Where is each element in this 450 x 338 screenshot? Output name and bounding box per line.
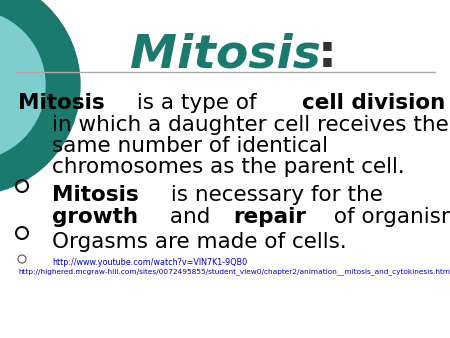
Text: of organisms.: of organisms.: [327, 207, 450, 227]
Text: is necessary for the: is necessary for the: [164, 185, 383, 205]
Circle shape: [0, 10, 45, 160]
Text: Mitosis: Mitosis: [18, 93, 105, 113]
Circle shape: [0, 0, 80, 195]
Text: Orgasms are made of cells.: Orgasms are made of cells.: [52, 232, 347, 252]
Text: cell division: cell division: [302, 93, 446, 113]
Text: in which a daughter cell receives the: in which a daughter cell receives the: [52, 115, 449, 135]
Text: is a type of: is a type of: [130, 93, 263, 113]
Text: and: and: [163, 207, 217, 227]
Text: same number of identical: same number of identical: [52, 136, 328, 156]
Text: http://www.youtube.com/watch?v=VlN7K1-9QB0: http://www.youtube.com/watch?v=VlN7K1-9Q…: [52, 258, 247, 267]
Text: Mitosis: Mitosis: [130, 32, 320, 77]
Text: growth: growth: [52, 207, 138, 227]
Text: repair: repair: [233, 207, 306, 227]
Text: chromosomes as the parent cell.: chromosomes as the parent cell.: [52, 157, 405, 177]
Text: :: :: [318, 32, 337, 77]
Text: Mitosis: Mitosis: [52, 185, 139, 205]
Text: http://highered.mcgraw-hill.com/sites/0072495855/student_view0/chapter2/animatio: http://highered.mcgraw-hill.com/sites/00…: [18, 268, 450, 275]
